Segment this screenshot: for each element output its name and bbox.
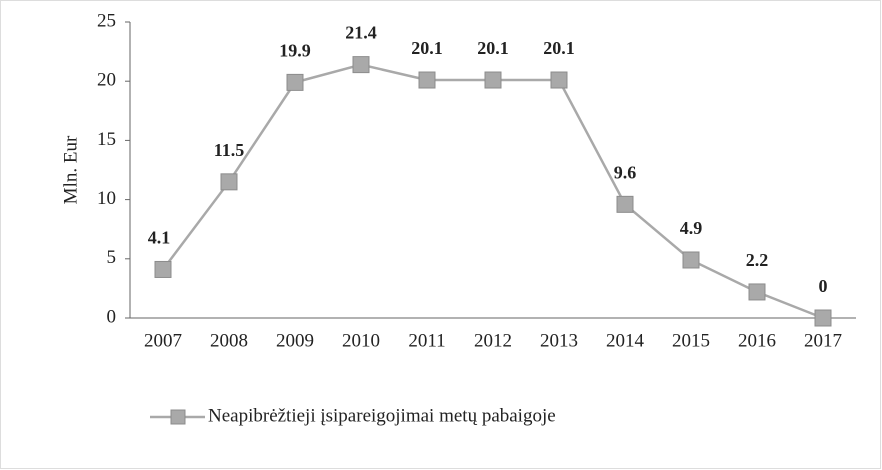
y-tick-label: 10 (97, 188, 116, 209)
data-label: 4.9 (680, 218, 703, 238)
marker (682, 251, 700, 269)
data-label: 20.1 (477, 38, 509, 58)
x-tick-label: 2014 (606, 330, 645, 351)
data-label: 21.4 (345, 23, 377, 43)
x-tick-label: 2015 (672, 330, 710, 351)
x-tick-label: 2009 (276, 330, 314, 351)
marker (484, 71, 502, 89)
marker (352, 56, 370, 74)
y-axis-label: Mln. Eur (60, 135, 81, 204)
marker (748, 283, 766, 301)
marker (154, 260, 172, 278)
series-line (162, 63, 824, 320)
x-tick-label: 2013 (540, 330, 578, 351)
marker (220, 173, 238, 191)
x-tick-label: 2010 (342, 330, 380, 351)
marker (814, 309, 832, 327)
x-tick-label: 2011 (408, 330, 445, 351)
data-label: 11.5 (214, 140, 245, 160)
marker (550, 71, 568, 89)
legend-marker (170, 409, 186, 425)
marker (286, 73, 304, 91)
legend-label: Neapibrėžtieji įsipareigojimai metų paba… (208, 405, 556, 426)
y-tick-label: 20 (97, 70, 116, 91)
x-tick-label: 2008 (210, 330, 248, 351)
y-tick-label: 5 (107, 247, 117, 268)
data-label: 0 (819, 276, 828, 296)
data-label: 20.1 (543, 38, 575, 58)
x-tick-label: 2017 (804, 330, 842, 351)
marker (616, 195, 634, 213)
x-tick-label: 2012 (474, 330, 512, 351)
data-label: 2.2 (746, 250, 769, 270)
data-label: 20.1 (411, 38, 443, 58)
data-label: 19.9 (279, 41, 311, 61)
y-tick-label: 15 (97, 129, 116, 150)
y-tick-label: 0 (107, 306, 117, 327)
data-label: 9.6 (614, 162, 637, 182)
x-tick-label: 2007 (144, 330, 182, 351)
marker (418, 71, 436, 89)
x-tick-label: 2016 (738, 330, 776, 351)
data-label: 4.1 (148, 228, 171, 248)
y-tick-label: 25 (97, 10, 116, 31)
